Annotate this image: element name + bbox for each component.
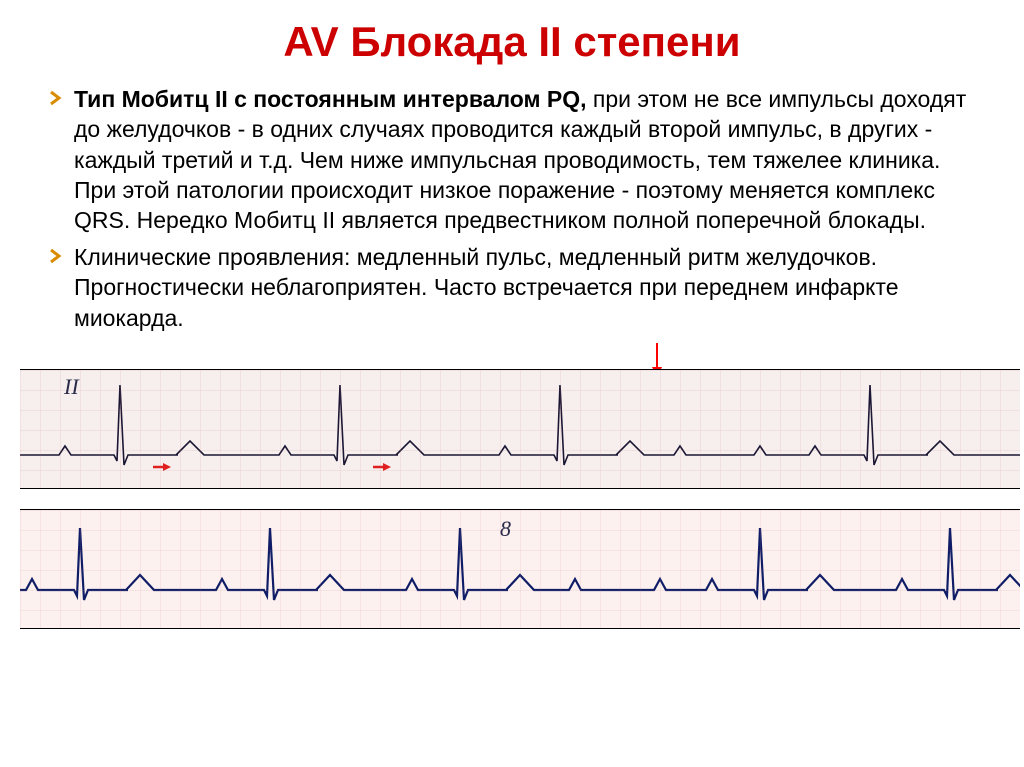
ecg-strip-2: 8 (20, 509, 1020, 629)
lead-label-1: II (64, 374, 79, 400)
bullet-list: Тип Мобитц II с постоянным интервалом PQ… (40, 84, 984, 333)
bullet-text: Клинические проявления: медленный пульс,… (74, 242, 984, 333)
ecg-grid (20, 370, 1020, 488)
chevron-right-icon (48, 248, 64, 264)
bullet-item: Клинические проявления: медленный пульс,… (48, 242, 984, 333)
page-title: AV Блокада II степени (40, 18, 984, 66)
bullet-text: Тип Мобитц II с постоянным интервалом PQ… (74, 84, 984, 236)
ecg-area: II 8 (40, 341, 984, 641)
chevron-right-icon (48, 90, 64, 106)
bullet-item: Тип Мобитц II с постоянным интервалом PQ… (48, 84, 984, 236)
ecg-grid (20, 510, 1020, 628)
ecg-strip-1: II (20, 369, 1020, 489)
lead-label-2: 8 (500, 516, 511, 542)
